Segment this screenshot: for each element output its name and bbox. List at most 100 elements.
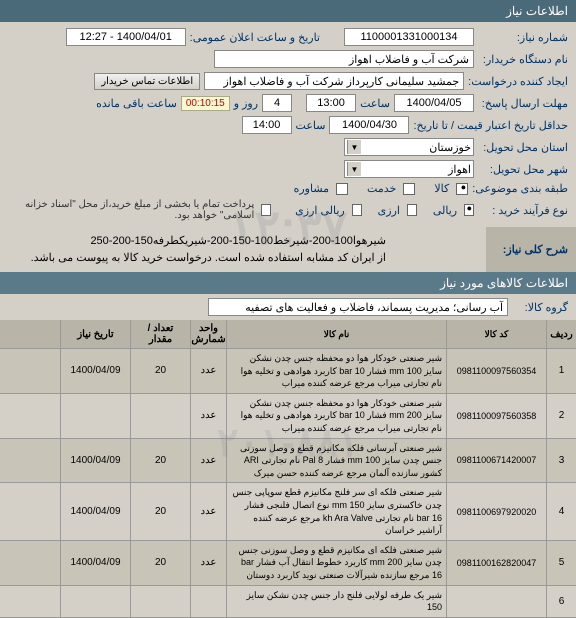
th-code: کد کالا bbox=[446, 320, 546, 348]
table-row: 6 شیر یک طرفه لولایی فلنج دار جنس چدن نشک… bbox=[0, 586, 576, 618]
payment-checkbox[interactable] bbox=[261, 204, 271, 216]
cell-idx: 4 bbox=[546, 483, 576, 539]
process-rial-radio[interactable] bbox=[464, 204, 474, 216]
deadline-label: مهلت ارسال پاسخ: bbox=[478, 97, 568, 110]
service-chk-label: خدمت bbox=[367, 182, 396, 195]
city-select[interactable]: اهواز ▼ bbox=[344, 160, 474, 178]
table-row: 50981100162820047شیر صنعتی فلکه ای مکانی… bbox=[0, 541, 576, 586]
cell-unit: عدد bbox=[190, 349, 226, 393]
cell-unit: عدد bbox=[190, 541, 226, 585]
table-row: 10981100097560354شیر صنعتی خودکار هوا دو… bbox=[0, 349, 576, 394]
group-label: گروه کالا: bbox=[508, 301, 568, 314]
cell-date bbox=[60, 586, 130, 617]
payment-note: پرداخت تمام یا بخشی از مبلغ خرید،از محل … bbox=[8, 199, 254, 221]
th-qty: تعداد / مقدار bbox=[130, 320, 190, 348]
advisory-chk-label: مشاوره bbox=[294, 182, 329, 195]
th-name: نام کالا bbox=[226, 320, 446, 348]
process-opt3: ریالی ارزی bbox=[295, 204, 345, 217]
until-label: ساعت bbox=[360, 97, 390, 110]
remain-label2: ساعت باقی مانده bbox=[96, 97, 177, 110]
until-label2: ساعت bbox=[296, 119, 326, 132]
cell-name: شیر یک طرفه لولایی فلنج دار جنس چدن نشکن… bbox=[226, 586, 446, 617]
countdown-timer: 00:10:15 bbox=[181, 96, 230, 111]
remain-days: 4 bbox=[262, 94, 292, 112]
cell-idx: 2 bbox=[546, 394, 576, 438]
cell-unit: عدد bbox=[190, 439, 226, 483]
desc-body: شیرهوا100-200-شیرخط100-150-200-شیریکطرفه… bbox=[0, 227, 486, 272]
deadline-time: 13:00 bbox=[306, 94, 356, 112]
cell-unit bbox=[190, 586, 226, 617]
validity-time: 14:00 bbox=[242, 116, 292, 134]
th-unit: واحد شمارش bbox=[190, 320, 226, 348]
cell-code: 0981100162820047 bbox=[446, 541, 546, 585]
process-arz-radio[interactable] bbox=[407, 204, 417, 216]
desc-line2: از ایران کد مشابه استفاده شده است. درخوا… bbox=[8, 250, 386, 267]
cell-name: شیر صنعتی آبرسانی فلکه مکانیزم قطع و وصل… bbox=[226, 439, 446, 483]
reqnum-label: شماره نیاز: bbox=[478, 31, 568, 44]
city-label: شهر محل تحویل: bbox=[478, 163, 568, 176]
goods-checkbox[interactable] bbox=[456, 183, 468, 195]
org-value: شرکت آب و فاضلاب اهواز bbox=[214, 50, 474, 68]
group-value: آب رسانی؛ مدیریت پسماند، فاضلاب و فعالیت… bbox=[208, 298, 508, 316]
table-row: 20981100097560358شیر صنعتی خودکار هوا دو… bbox=[0, 394, 576, 439]
cell-idx: 5 bbox=[546, 541, 576, 585]
budget-label: طبقه بندی موضوعی: bbox=[472, 182, 568, 195]
cell-idx: 3 bbox=[546, 439, 576, 483]
cell-code bbox=[446, 586, 546, 617]
cell-unit: عدد bbox=[190, 394, 226, 438]
cell-code: 0981100097560358 bbox=[446, 394, 546, 438]
chevron-down-icon: ▼ bbox=[347, 162, 361, 176]
cell-unit: عدد bbox=[190, 483, 226, 539]
service-checkbox[interactable] bbox=[403, 183, 415, 195]
cell-date: 1400/04/09 bbox=[60, 349, 130, 393]
cell-name: شیر صنعتی فلکه ای سر فلنج مکانیزم قطع سو… bbox=[226, 483, 446, 539]
cell-name: شیر صنعتی فلکه ای مکانیزم قطع و وصل سوزن… bbox=[226, 541, 446, 585]
process-opt2: ارزی bbox=[378, 204, 400, 217]
pubdate-label: تاریخ و ساعت اعلان عمومی: bbox=[190, 31, 320, 44]
table-row: 30981100671420007شیر صنعتی آبرسانی فلکه … bbox=[0, 439, 576, 484]
cell-date: 1400/04/09 bbox=[60, 483, 130, 539]
cell-idx: 6 bbox=[546, 586, 576, 617]
cell-date: 1400/04/09 bbox=[60, 541, 130, 585]
group-row: گروه کالا: آب رسانی؛ مدیریت پسماند، فاضل… bbox=[0, 294, 576, 320]
header-title: اطلاعات نیاز bbox=[506, 4, 568, 18]
validity-label: حداقل تاریخ اعتبار قیمت / تا تاریخ: bbox=[413, 119, 568, 132]
cell-name: شیر صنعتی خودکار هوا دو محفظه جنس چدن نش… bbox=[226, 394, 446, 438]
province-value: خوزستان bbox=[429, 141, 471, 154]
cell-qty bbox=[130, 394, 190, 438]
cell-code: 0981100097560354 bbox=[446, 349, 546, 393]
cell-qty: 20 bbox=[130, 541, 190, 585]
reqnum-value: 1100001331000134 bbox=[344, 28, 474, 46]
cell-code: 0981100697920020 bbox=[446, 483, 546, 539]
province-select[interactable]: خوزستان ▼ bbox=[344, 138, 474, 156]
cell-code: 0981100671420007 bbox=[446, 439, 546, 483]
goods-section-title: اطلاعات کالاهای مورد نیاز bbox=[0, 272, 576, 294]
contact-button[interactable]: اطلاعات تماس خریدار bbox=[94, 73, 200, 90]
chevron-down-icon: ▼ bbox=[347, 140, 361, 154]
process-opt1: ریالی bbox=[433, 204, 457, 217]
process-label: نوع فرآیند خرید : bbox=[478, 204, 568, 217]
cell-date bbox=[60, 394, 130, 438]
advisory-checkbox[interactable] bbox=[336, 183, 348, 195]
goods-table: ردیف کد کالا نام کالا واحد شمارش تعداد /… bbox=[0, 320, 576, 618]
th-date: تاریخ نیاز bbox=[60, 320, 130, 348]
cell-qty: 20 bbox=[130, 439, 190, 483]
cell-qty bbox=[130, 586, 190, 617]
process-both-radio[interactable] bbox=[352, 204, 362, 216]
pubdate-value: 1400/04/01 - 12:27 bbox=[66, 28, 186, 46]
remain-label1: روز و bbox=[234, 97, 258, 110]
validity-date: 1400/04/30 bbox=[329, 116, 409, 134]
form-panel: شماره نیاز: 1100001331000134 تاریخ و ساع… bbox=[0, 22, 576, 227]
city-value: اهواز bbox=[448, 163, 471, 176]
cell-qty: 20 bbox=[130, 483, 190, 539]
cell-qty: 20 bbox=[130, 349, 190, 393]
cell-name: شیر صنعتی خودکار هوا دو محفظه جنس چدن نش… bbox=[226, 349, 446, 393]
cell-date: 1400/04/09 bbox=[60, 439, 130, 483]
th-idx: ردیف bbox=[546, 320, 576, 348]
org-label: نام دستگاه خریدار: bbox=[478, 53, 568, 66]
province-label: استان محل تحویل: bbox=[478, 141, 568, 154]
page-header: اطلاعات نیاز bbox=[0, 0, 576, 22]
table-row: 40981100697920020شیر صنعتی فلکه ای سر فل… bbox=[0, 483, 576, 540]
desc-line1: شیرهوا100-200-شیرخط100-150-200-شیریکطرفه… bbox=[8, 233, 386, 250]
desc-title: شرح کلی نیاز: bbox=[486, 227, 576, 272]
